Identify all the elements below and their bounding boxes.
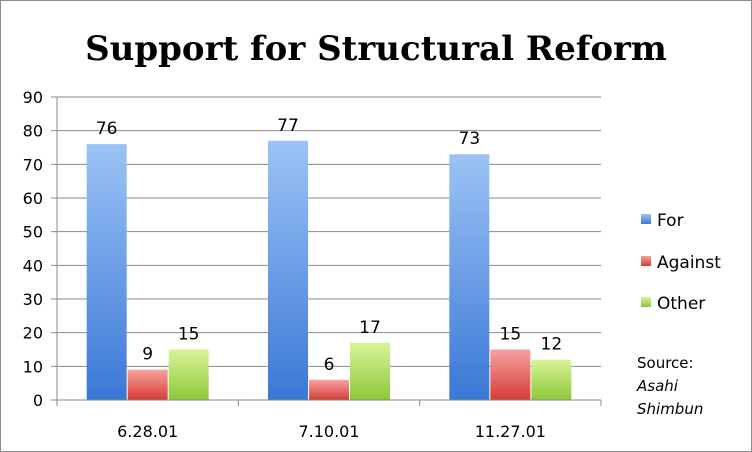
bar-against-3 [490,349,531,400]
data-label: 6 [324,355,335,375]
legend: For Against Other [641,211,721,314]
source-line-2: Shimbun [637,400,703,418]
source-label: Source: [637,354,694,372]
y-tick-label: 60 [23,189,43,208]
y-tick-label: 20 [23,324,43,343]
data-label: 76 [96,119,118,139]
bar-other-3 [531,359,572,400]
bar-against-2 [309,379,349,400]
x-tick-label: 6.28.01 [117,422,178,441]
data-label: 15 [178,325,200,345]
data-label: 15 [500,325,522,345]
x-tick-label: 11.27.01 [475,422,546,441]
bar-for-3 [449,154,490,400]
bar-other-2 [350,342,390,400]
y-tick-label: 40 [23,256,43,275]
source-line-1: Asahi [636,377,679,395]
y-tick-label: 30 [23,290,43,309]
y-tick-label: 90 [23,88,43,107]
chart-title: Support for Structural Reform [85,29,667,69]
y-tick-label: 50 [23,223,43,242]
bar-against-1 [127,369,168,400]
legend-swatch-against [641,256,651,266]
legend-swatch-for [641,214,651,224]
data-label: 12 [541,335,563,355]
data-label: 73 [459,129,481,149]
data-label: 9 [142,345,153,365]
legend-label-other: Other [657,294,705,314]
y-tick-label: 10 [23,357,43,376]
legend-label-for: For [657,211,684,231]
legend-swatch-other [641,297,651,307]
y-tick-label: 0 [33,391,43,410]
x-tick-label: 7.10.01 [298,422,359,441]
y-tick-label: 80 [23,122,43,141]
bar-for-2 [268,140,308,400]
data-label: 17 [359,318,381,338]
y-tick-label: 70 [23,155,43,174]
legend-label-against: Against [657,253,721,273]
bar-other-1 [168,349,209,400]
source-note: Source: Asahi Shimbun [636,354,703,418]
bar-for-1 [86,144,127,400]
data-label: 77 [277,116,299,136]
